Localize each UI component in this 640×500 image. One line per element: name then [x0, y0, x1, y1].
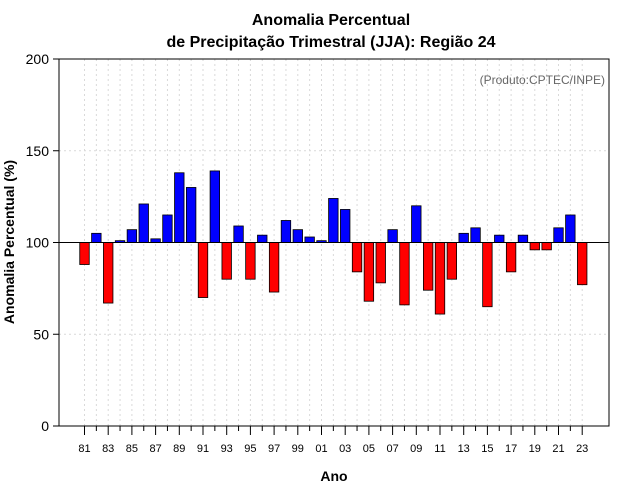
bar-2020: [541, 242, 552, 251]
x-tick-label: 93: [221, 443, 233, 455]
bar-2004: [351, 242, 363, 273]
bar-1998: [280, 220, 292, 243]
y-tick-label: 50: [33, 326, 49, 342]
x-tick-label: 09: [410, 443, 422, 455]
x-tick-label: 23: [576, 443, 588, 455]
x-tick-label: 89: [173, 443, 185, 455]
bar-2014: [470, 227, 481, 243]
x-tick-label: 11: [434, 443, 445, 455]
bar-1983: [103, 242, 114, 304]
bar-2021: [553, 227, 564, 243]
x-tick-label: 07: [386, 443, 398, 455]
bar-1993: [221, 242, 232, 280]
y-tick-label: 0: [41, 418, 49, 434]
bar-1995: [245, 242, 256, 280]
bar-1994: [233, 225, 244, 243]
bar-1999: [292, 229, 303, 243]
x-tick-label: 99: [292, 443, 304, 455]
x-tick-label: 01: [315, 443, 327, 455]
bar-1988: [162, 214, 173, 243]
y-axis-label: Anomalia Percentual (%): [1, 160, 17, 324]
y-tick-label: 150: [26, 143, 50, 159]
x-axis: 81 83 85 87 89 91 93 95 97 99 01 03 05 07 09 11 13 15 17 19…: [78, 426, 588, 455]
bar-1996: [257, 234, 268, 243]
source-annotation: (Produto:CPTEC/INPE): [480, 73, 605, 87]
chart-title-line1: Anomalia Percentual: [252, 12, 410, 29]
bar-1997: [268, 242, 280, 293]
bar-2018: [517, 234, 529, 243]
x-tick-label: 91: [197, 443, 209, 455]
bar-2005: [363, 242, 375, 302]
chart-title-line2: de Precipitação Trimestral (JJA): Região…: [166, 34, 495, 51]
y-axis: 0 50 100 150 200: [26, 51, 59, 434]
x-tick-label: 87: [149, 443, 161, 455]
bar-2016: [494, 234, 505, 243]
x-tick-label: 81: [78, 443, 90, 455]
bar-2007: [387, 229, 398, 243]
bar-1982: [91, 232, 102, 243]
x-axis-label: Ano: [320, 468, 347, 484]
x-tick-label: 83: [102, 443, 114, 455]
y-tick-label: 200: [26, 51, 50, 67]
bar-2023: [577, 242, 588, 286]
bar-2008: [399, 242, 410, 306]
grid: [59, 59, 609, 426]
x-tick-label: 19: [529, 443, 541, 455]
bar-2003: [340, 209, 351, 243]
bars: [79, 170, 588, 315]
bar-2013: [458, 232, 469, 243]
bar-1990: [185, 187, 197, 243]
bar-1985: [126, 229, 138, 243]
bar-1992: [209, 170, 221, 243]
bar-2000: [304, 236, 315, 243]
bar-2002: [328, 198, 339, 243]
x-tick-label: 05: [363, 443, 375, 455]
bar-2015: [482, 242, 493, 308]
x-tick-label: 17: [505, 443, 517, 455]
x-tick-label: 95: [244, 443, 256, 455]
bar-2012: [446, 242, 458, 280]
x-tick-label: 03: [339, 443, 351, 455]
x-tick-label: 21: [552, 443, 564, 455]
bar-1991: [197, 242, 209, 298]
bar-2017: [505, 242, 517, 273]
y-tick-label: 100: [26, 235, 50, 251]
x-tick-label: 13: [458, 443, 470, 455]
bar-2022: [565, 214, 576, 243]
x-tick-label: 15: [481, 443, 493, 455]
x-tick-label: 85: [126, 443, 138, 455]
bar-1987: [150, 238, 161, 243]
bar-1981: [79, 242, 90, 265]
bar-2006: [375, 242, 386, 284]
bar-2019: [529, 242, 540, 251]
bar-2010: [422, 242, 434, 291]
x-tick-label: 97: [268, 443, 280, 455]
bar-1986: [138, 203, 149, 243]
bar-1989: [174, 172, 185, 243]
bar-2011: [434, 242, 446, 315]
bar-2009: [411, 205, 422, 243]
